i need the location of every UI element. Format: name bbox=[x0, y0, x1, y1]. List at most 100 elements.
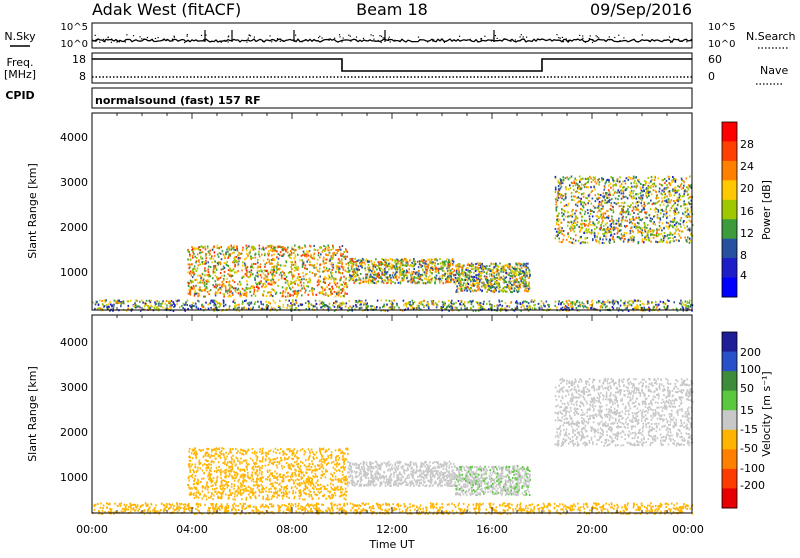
scatter-cell bbox=[629, 222, 631, 224]
scatter-cell bbox=[645, 216, 647, 218]
scatter-cell bbox=[320, 247, 322, 249]
scatter-cell bbox=[662, 301, 664, 303]
scatter-cell bbox=[293, 249, 295, 251]
scatter-cell bbox=[318, 254, 320, 256]
scatter-cell bbox=[211, 300, 213, 302]
scatter-cell bbox=[593, 211, 595, 213]
scatter-cell bbox=[407, 303, 409, 305]
scatter-cell bbox=[560, 179, 562, 181]
scatter-cell bbox=[629, 239, 631, 241]
scatter-cell bbox=[260, 263, 262, 265]
scatter-cell bbox=[295, 263, 297, 265]
scatter-cell bbox=[417, 261, 419, 263]
scatter-cell bbox=[197, 282, 199, 284]
scatter-cell bbox=[451, 307, 453, 309]
scatter-cell bbox=[584, 305, 586, 307]
scatter-cell bbox=[490, 283, 492, 285]
scatter-cell bbox=[201, 282, 203, 284]
scatter-cell bbox=[414, 282, 416, 284]
scatter-cell bbox=[328, 275, 330, 277]
scatter-cell bbox=[588, 195, 590, 197]
scatter-cell bbox=[295, 261, 297, 263]
scatter-cell bbox=[521, 267, 523, 269]
scatter-cell bbox=[292, 301, 294, 303]
scatter-cell bbox=[497, 304, 499, 306]
scatter-cell bbox=[208, 276, 210, 278]
scatter-cell bbox=[329, 252, 331, 254]
scatter-cell bbox=[594, 189, 596, 191]
scatter-cell bbox=[260, 301, 262, 303]
scatter-cell bbox=[590, 186, 592, 188]
scatter-cell bbox=[282, 246, 284, 248]
scatter-cell bbox=[244, 262, 246, 264]
scatter-cell bbox=[556, 223, 558, 225]
scatter-cell bbox=[561, 241, 563, 243]
scatter-cell bbox=[392, 281, 394, 283]
scatter-cell bbox=[646, 239, 648, 241]
scatter-cell bbox=[683, 195, 685, 197]
scatter-cell bbox=[613, 209, 615, 211]
scatter-cell bbox=[561, 222, 563, 224]
scatter-cell bbox=[670, 240, 672, 242]
scatter-cell bbox=[339, 304, 341, 306]
scatter-cell bbox=[641, 227, 643, 229]
scatter-cell bbox=[611, 209, 613, 211]
scatter-cell bbox=[340, 284, 342, 286]
scatter-cell bbox=[342, 253, 344, 255]
scatter-cell bbox=[566, 239, 568, 241]
scatter-cell bbox=[394, 282, 396, 284]
scatter-cell bbox=[516, 279, 518, 281]
scatter-cell bbox=[233, 245, 235, 247]
scatter-cell bbox=[96, 301, 98, 303]
scatter-cell bbox=[265, 277, 267, 279]
scatter-cell bbox=[668, 198, 670, 200]
scatter-cell bbox=[356, 306, 358, 308]
scatter-cell bbox=[277, 269, 279, 271]
scatter-cell bbox=[676, 208, 678, 210]
scatter-cell bbox=[622, 235, 624, 237]
scatter-cell bbox=[511, 291, 513, 293]
scatter-cell bbox=[390, 258, 392, 260]
noise-dot bbox=[228, 41, 229, 42]
scatter-cell bbox=[659, 221, 661, 223]
scatter-cell bbox=[591, 210, 593, 212]
scatter-cell bbox=[443, 270, 445, 272]
scatter-cell bbox=[573, 225, 575, 227]
scatter-cell bbox=[250, 308, 252, 310]
scatter-cell bbox=[266, 295, 268, 297]
scatter-cell bbox=[420, 264, 422, 266]
scatter-cell bbox=[428, 264, 430, 266]
scatter-cell bbox=[610, 205, 612, 207]
scatter-cell bbox=[261, 276, 263, 278]
scatter-cell bbox=[674, 236, 676, 238]
scatter-cell bbox=[257, 259, 259, 261]
scatter-cell bbox=[614, 241, 616, 243]
scatter-cell bbox=[300, 290, 302, 292]
scatter-cell bbox=[563, 303, 565, 305]
scatter-cell bbox=[317, 284, 319, 286]
scatter-cell bbox=[555, 187, 557, 189]
scatter-cell bbox=[327, 254, 329, 256]
scatter-cell bbox=[585, 242, 587, 244]
scatter-cell bbox=[496, 265, 498, 267]
noise-dot bbox=[691, 40, 692, 41]
scatter-cell bbox=[631, 304, 633, 306]
scatter-cell bbox=[374, 274, 376, 276]
scatter-cell bbox=[567, 211, 569, 213]
scatter-cell bbox=[309, 271, 311, 273]
scatter-cell bbox=[523, 284, 525, 286]
scatter-cell bbox=[486, 273, 488, 275]
scatter-cell bbox=[311, 264, 313, 266]
noise-dot bbox=[491, 40, 492, 41]
scatter-cell bbox=[566, 204, 568, 206]
scatter-cell bbox=[597, 211, 599, 213]
scatter-cell bbox=[141, 300, 143, 302]
scatter-cell bbox=[601, 208, 603, 210]
scatter-cell bbox=[526, 301, 528, 303]
scatter-cell bbox=[470, 284, 472, 286]
scatter-cell bbox=[209, 258, 211, 260]
scatter-cell bbox=[640, 300, 642, 302]
scatter-cell bbox=[518, 274, 520, 276]
scatter-cell bbox=[345, 256, 347, 258]
scatter-cell bbox=[652, 302, 654, 304]
